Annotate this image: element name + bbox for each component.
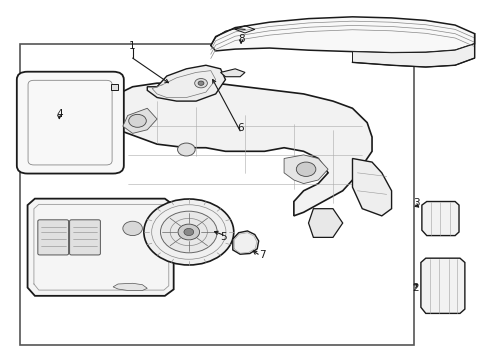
Polygon shape (123, 108, 157, 134)
Circle shape (144, 199, 234, 265)
Polygon shape (352, 158, 392, 216)
Text: 6: 6 (237, 123, 244, 133)
Polygon shape (352, 44, 475, 67)
Text: 2: 2 (413, 283, 419, 293)
Circle shape (296, 162, 316, 176)
Circle shape (184, 228, 194, 235)
Text: 3: 3 (413, 198, 419, 208)
Circle shape (123, 221, 143, 235)
Polygon shape (27, 199, 173, 296)
Circle shape (195, 78, 207, 88)
Circle shape (160, 211, 217, 253)
Polygon shape (220, 69, 245, 77)
Text: 5: 5 (220, 232, 226, 242)
Text: 8: 8 (238, 34, 245, 44)
Circle shape (198, 81, 204, 85)
Polygon shape (284, 155, 328, 184)
Polygon shape (233, 231, 259, 254)
Text: 4: 4 (56, 109, 63, 119)
Circle shape (129, 114, 147, 127)
Polygon shape (421, 258, 465, 314)
Polygon shape (111, 84, 118, 90)
Polygon shape (309, 209, 343, 237)
Polygon shape (211, 17, 475, 53)
Polygon shape (113, 283, 147, 291)
Text: 7: 7 (259, 250, 266, 260)
Circle shape (177, 143, 195, 156)
FancyBboxPatch shape (38, 220, 69, 255)
FancyBboxPatch shape (70, 220, 100, 255)
Polygon shape (422, 202, 459, 235)
Circle shape (178, 224, 199, 240)
Polygon shape (108, 83, 372, 216)
Polygon shape (147, 65, 225, 101)
Text: 1: 1 (129, 41, 136, 50)
Bar (20, 44, 414, 345)
FancyBboxPatch shape (17, 72, 124, 174)
